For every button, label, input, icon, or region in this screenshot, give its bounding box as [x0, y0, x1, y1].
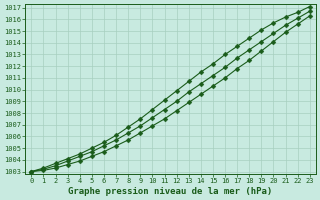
- X-axis label: Graphe pression niveau de la mer (hPa): Graphe pression niveau de la mer (hPa): [68, 187, 273, 196]
